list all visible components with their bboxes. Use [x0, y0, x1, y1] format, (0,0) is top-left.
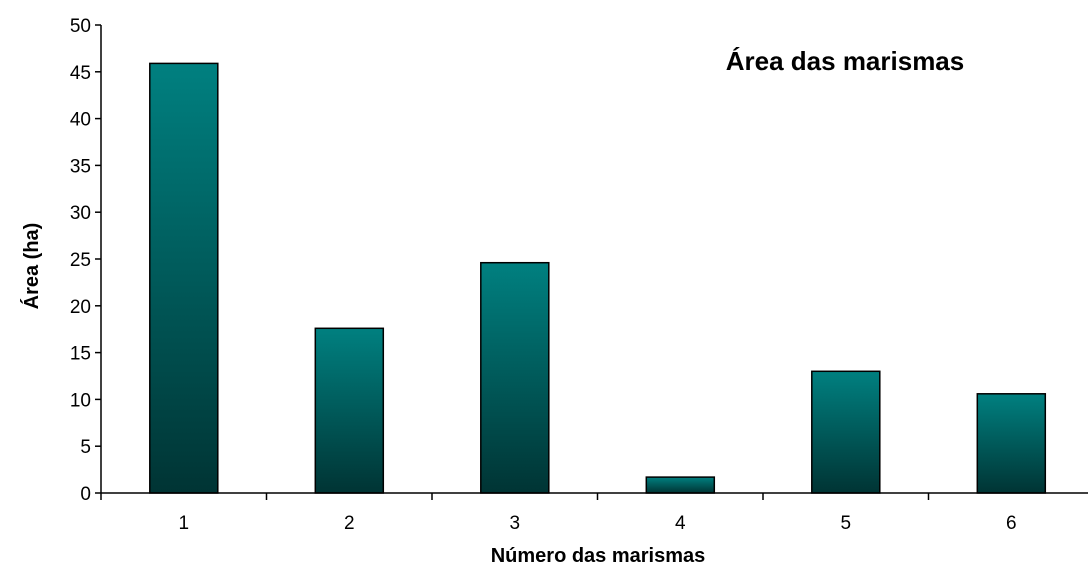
bar-3: [480, 261, 550, 494]
x-tick-label: 5: [840, 513, 851, 534]
y-tick-label: 20: [70, 297, 91, 318]
x-tick-label: 3: [509, 513, 520, 534]
y-tick-label: 30: [70, 203, 91, 224]
x-tick-label: 2: [344, 513, 355, 534]
x-tick-label: 1: [178, 513, 189, 534]
y-tick-label: 15: [70, 344, 91, 365]
y-tick-label: 25: [70, 250, 91, 271]
bar-4: [645, 476, 716, 494]
y-tick-label: 45: [70, 63, 91, 84]
y-tick-label: 10: [70, 390, 91, 411]
bar-5: [811, 370, 881, 494]
y-axis-title: Área (ha): [20, 223, 43, 310]
x-tick-label: 6: [1006, 513, 1017, 534]
x-tick-label: 4: [675, 513, 686, 534]
axes-group: [100, 25, 1088, 494]
y-tick-label: 40: [70, 110, 91, 131]
x-ticks-group: 1 2 3 4 5 6: [100, 493, 1017, 534]
bar-2: [314, 327, 385, 494]
chart-title: Área das marismas: [726, 46, 964, 76]
bar-1: [149, 62, 219, 494]
y-tick-label: 35: [70, 156, 91, 177]
y-ticks-group: 0 5 10 15 20 25 30 35 40 45 50: [70, 16, 101, 505]
x-axis-title: Número das marismas: [491, 545, 706, 567]
bar-6: [976, 393, 1047, 494]
y-tick-label: 50: [70, 16, 91, 37]
y-tick-label: 0: [80, 484, 91, 505]
bars-group: [149, 62, 1047, 494]
y-tick-label: 5: [80, 437, 91, 458]
